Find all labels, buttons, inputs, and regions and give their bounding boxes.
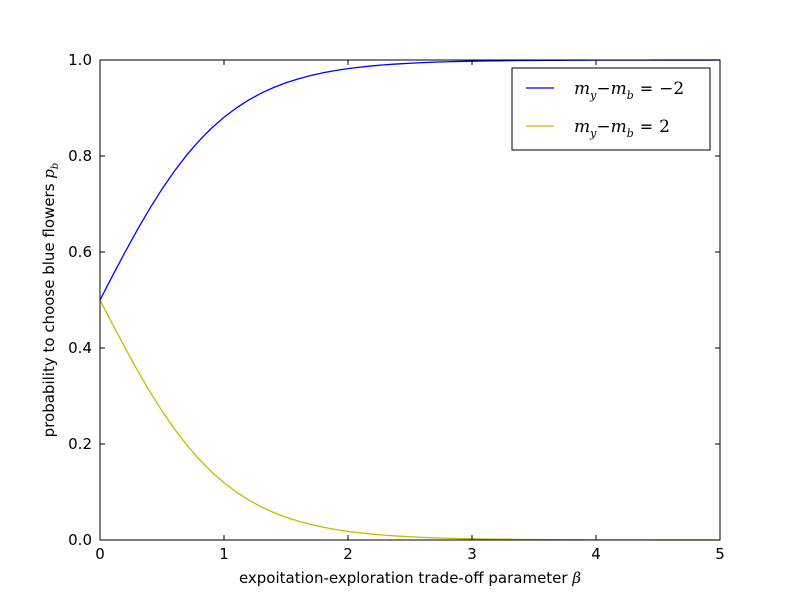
x-tick-label: 2 <box>343 545 353 563</box>
legend-label-series-2: my−mb = 2 <box>574 117 670 140</box>
x-tick-label: 4 <box>591 545 601 563</box>
y-tick-label: 0.6 <box>68 243 92 261</box>
x-tick-label: 1 <box>219 545 229 563</box>
y-tick-label: 1.0 <box>68 51 92 69</box>
y-axis-label-text: probability to choose blue flowers <box>40 183 58 437</box>
x-axis-label-text: expoitation-exploration trade-off parame… <box>239 569 568 587</box>
plot-frame <box>99 59 721 541</box>
legend: my−mb = −2 my−mb = 2 <box>511 67 711 151</box>
x-tick-label: 3 <box>467 545 477 563</box>
y-tick-label: 0.4 <box>68 339 92 357</box>
y-tick-label: 0.0 <box>68 531 92 549</box>
x-tick-label: 0 <box>95 545 105 563</box>
legend-box <box>511 67 711 151</box>
x-tick-label: 5 <box>715 545 725 563</box>
y-axis-symbol-subscript: b <box>50 163 61 169</box>
x-axis-symbol: β <box>571 569 581 587</box>
tick-labels: 0 1 2 3 4 5 0.0 0.2 0.4 0.6 0.8 1.0 <box>68 51 725 563</box>
legend-label-series-1: my−mb = −2 <box>574 79 684 102</box>
y-tick-label: 0.8 <box>68 147 92 165</box>
y-axis-symbol: p <box>40 169 58 179</box>
x-axis-label: expoitation-exploration trade-off parame… <box>239 569 581 587</box>
y-axis-label: probability to choose blue flowers pb <box>40 163 61 438</box>
y-tick-label: 0.2 <box>68 435 92 453</box>
